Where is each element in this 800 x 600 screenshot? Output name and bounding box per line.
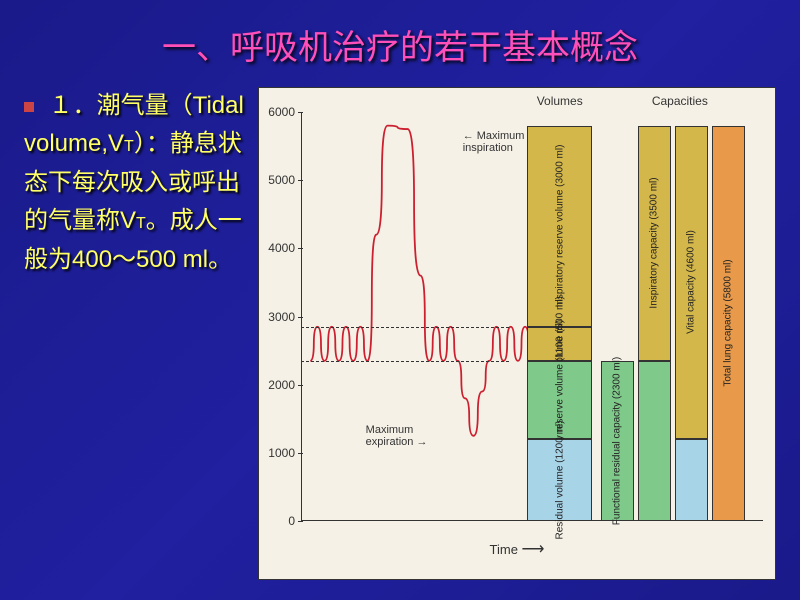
y-tick-label: 3000 — [263, 310, 295, 324]
content-row: １．潮气量（Tidal volume,VT）：静息状态下每次吸入或呼出的气量称V… — [24, 87, 776, 580]
slide-title: 一、呼吸机治疗的若干基本概念 — [24, 20, 776, 69]
chart-area: 0100020003000400050006000← Maximuminspir… — [301, 112, 763, 521]
bullet-name: 潮气量 — [97, 92, 169, 119]
lung-volumes-figure: 0 1000 2000 3000 4000 5000 6000 ← Maximuminspir… — [258, 87, 776, 580]
max-inspiration-label: ← Maximuminspiration — [463, 130, 525, 154]
volume-segment-label: Functional residual capacity (2300 ml) — [612, 357, 623, 525]
volume-segment — [638, 361, 670, 521]
bullet-marker — [24, 102, 34, 112]
volume-segment: Functional residual capacity (2300 ml) — [601, 361, 633, 521]
volume-segment: Total lung capacity (5800 ml) — [712, 126, 744, 521]
volume-segment — [675, 439, 707, 521]
volume-segment: Inspiratory capacity (3500 ml) — [638, 126, 670, 361]
tidal-range-dash — [301, 327, 509, 328]
bullet-text: １．潮气量（Tidal volume,VT）：静息状态下每次吸入或呼出的气量称V… — [24, 87, 254, 580]
y-tick-label: 0 — [263, 514, 295, 528]
arrow-left-icon: ← — [463, 130, 474, 142]
volume-segment-label: Residual volume (1200 ml) — [554, 421, 565, 540]
subscript2: T — [136, 215, 146, 232]
column-header: Capacities — [652, 94, 708, 108]
y-tick-label: 2000 — [263, 378, 295, 392]
x-axis-label: Time ⟶ — [490, 539, 545, 559]
column-header: Volumes — [537, 94, 583, 108]
arrow-right-icon: ⟶ — [522, 541, 545, 558]
paren-open: （ — [169, 92, 193, 119]
y-tick-label: 5000 — [263, 173, 295, 187]
volume-segment: Residual volume (1200 ml) — [527, 439, 592, 521]
volume-segment-label: Vital capacity (4600 ml) — [686, 231, 697, 335]
xlabel-text: Time — [490, 542, 518, 557]
max-expiration-label: Maximumexpiration → — [366, 424, 428, 448]
bullet-num: １． — [49, 92, 97, 119]
y-tick-label: 1000 — [263, 446, 295, 460]
arrow-right-icon: → — [416, 436, 427, 448]
volume-segment: Vital capacity (4600 ml) — [675, 126, 707, 440]
volume-segment-label: Inspiratory reserve volume (3000 ml) — [554, 145, 565, 308]
y-tick-label: 6000 — [263, 105, 295, 119]
y-tick-label: 4000 — [263, 241, 295, 255]
volume-segment-label: Total lung capacity (5800 ml) — [723, 260, 734, 387]
tidal-range-dash — [301, 361, 509, 362]
volume-segment-label: Inspiratory capacity (3500 ml) — [649, 178, 660, 309]
subscript1: T — [124, 138, 134, 155]
paren-close: ）： — [134, 130, 170, 157]
